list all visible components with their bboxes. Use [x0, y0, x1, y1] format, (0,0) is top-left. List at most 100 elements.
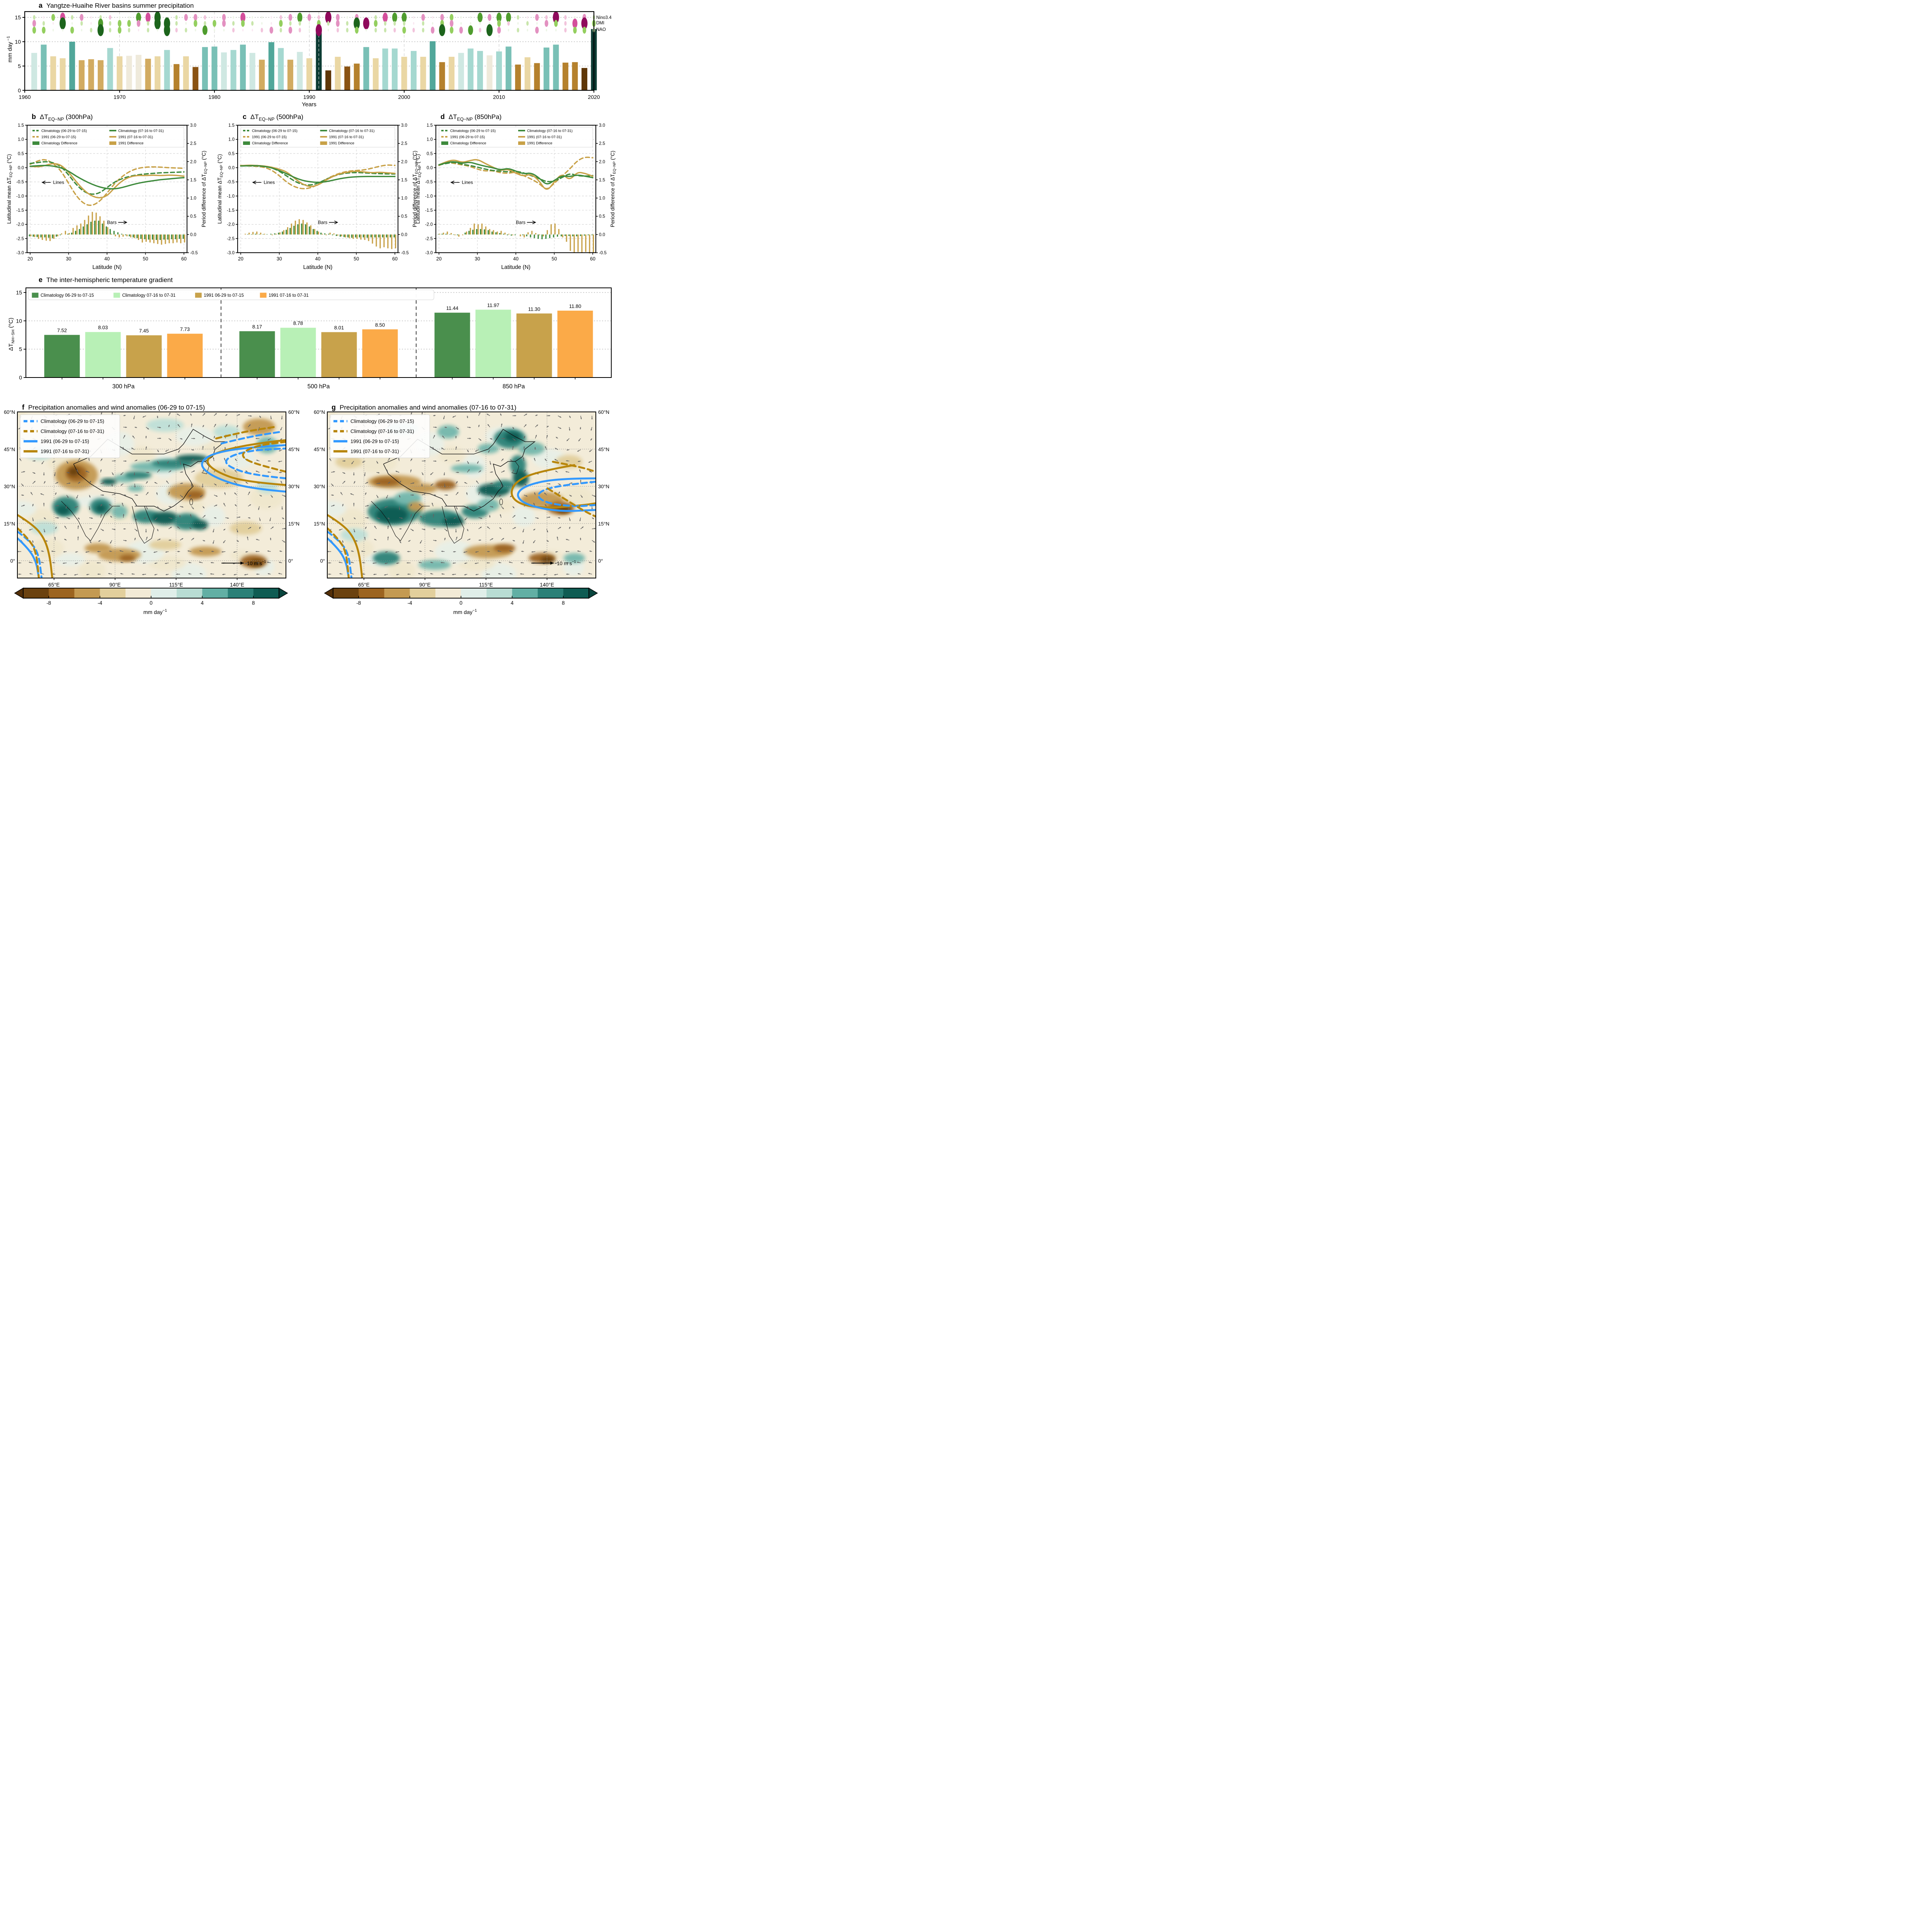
svg-text:30: 30: [475, 256, 480, 262]
climate-index-dot: [554, 20, 558, 27]
climate-index-dot: [535, 27, 539, 34]
svg-text:1991 (06-29 to 07-15): 1991 (06-29 to 07-15): [350, 439, 399, 444]
climate-index-dot: [71, 22, 73, 25]
climate-index-dot: [527, 29, 528, 32]
svg-text:8.17: 8.17: [252, 324, 262, 330]
svg-text:30°N: 30°N: [288, 484, 299, 490]
climate-index-dot: [413, 22, 415, 25]
climate-index-dot: [325, 11, 332, 24]
climate-index-dot: [51, 14, 55, 21]
climate-index-dot: [489, 22, 490, 25]
svg-text:Bars: Bars: [107, 220, 117, 225]
climate-index-dot: [109, 21, 112, 26]
gradient-bar: [516, 313, 552, 378]
svg-text:Lines: Lines: [264, 180, 275, 185]
precip-anomaly-blob: [541, 556, 554, 563]
year-bar: [515, 65, 521, 90]
climate-index-dot: [261, 16, 263, 19]
subtropical-high-contour: [327, 527, 350, 578]
climate-index-dot: [298, 28, 301, 32]
climate-index-dot: [164, 24, 170, 36]
svg-text:-3.0: -3.0: [227, 251, 235, 255]
climate-index-dot: [460, 16, 462, 19]
svg-text:60°N: 60°N: [4, 409, 15, 415]
climate-index-dot: [297, 12, 303, 22]
climate-index-dot: [546, 29, 548, 32]
climate-index-dot: [536, 22, 538, 25]
svg-text:0°: 0°: [288, 558, 293, 564]
precip-anomaly-blob: [111, 505, 128, 519]
gradient-bar: [475, 310, 511, 378]
panels-bcd-container: Lines Bars 1.5 1.0 0.5 0.0 -0.5 -1.0 -1.5 -2.0 -2.…: [0, 112, 618, 274]
climate-index-dot: [477, 12, 483, 22]
svg-text:20: 20: [238, 256, 243, 262]
svg-text:115°E: 115°E: [479, 582, 493, 588]
year-bar: [249, 53, 255, 90]
climate-index-dot: [497, 12, 502, 22]
coastline: [442, 506, 464, 544]
svg-text:-4: -4: [408, 600, 412, 606]
year-bar: [173, 64, 180, 90]
climate-index-dot: [573, 27, 577, 34]
svg-text:8.78: 8.78: [293, 320, 303, 326]
svg-text:8: 8: [252, 600, 255, 606]
climate-index-dot: [581, 17, 588, 29]
svg-text:1991 (07-16 to 07-31): 1991 (07-16 to 07-31): [527, 135, 562, 139]
climate-index-dot: [450, 27, 454, 34]
year-bar: [468, 48, 474, 90]
svg-text:3.0: 3.0: [599, 123, 605, 128]
climate-index-dot: [517, 28, 519, 32]
climate-index-dot: [564, 21, 567, 26]
svg-text:Latitude (N): Latitude (N): [303, 264, 333, 270]
precip-anomaly-blob: [493, 544, 515, 553]
svg-text:20: 20: [27, 256, 33, 262]
svg-text:-2.0: -2.0: [16, 223, 24, 227]
climate-index-dot: [374, 15, 377, 20]
svg-text:-0.5: -0.5: [401, 251, 409, 255]
svg-text:1.5: 1.5: [599, 178, 605, 182]
precip-anomaly-blob: [437, 425, 459, 439]
year-bar: [126, 56, 132, 90]
precip-anomaly-blob: [189, 546, 222, 557]
climate-index-dot: [545, 15, 548, 20]
year-bar: [268, 42, 274, 90]
climate-index-dot: [214, 29, 215, 32]
svg-text:8.01: 8.01: [334, 325, 344, 331]
gradient-bar: [167, 333, 203, 378]
svg-text:2.5: 2.5: [599, 141, 605, 146]
svg-text:15: 15: [16, 289, 22, 296]
year-bar: [382, 48, 388, 90]
coastline: [61, 501, 120, 541]
climate-index-dot: [90, 28, 92, 32]
precip-anomaly-blob: [340, 528, 368, 542]
year-bar: [287, 60, 293, 90]
svg-text:1.0: 1.0: [228, 138, 235, 142]
svg-text:90°E: 90°E: [109, 582, 121, 588]
year-bar: [401, 56, 407, 90]
year-bar: [420, 56, 426, 90]
svg-text:-8: -8: [46, 600, 51, 606]
climate-index-dot: [384, 28, 387, 32]
map-g-precipitation-wind: 10 m s−1 Climatology (06-29 to 07-15) Clim…: [309, 402, 618, 618]
climate-index-dot: [62, 29, 64, 32]
precip-anomaly-blob: [442, 516, 464, 527]
climate-index-dot: [233, 16, 234, 19]
climate-index-dot: [136, 12, 141, 22]
climate-index-dot: [422, 28, 425, 32]
svg-text:850 hPa: 850 hPa: [503, 383, 525, 390]
precip-anomaly-blob: [95, 504, 106, 513]
svg-text:2010: 2010: [493, 94, 505, 100]
svg-text:1991 (06-29 to 07-15): 1991 (06-29 to 07-15): [41, 135, 76, 139]
svg-text:1991 06-29 to 07-15: 1991 06-29 to 07-15: [204, 293, 244, 298]
svg-text:-4: -4: [98, 600, 102, 606]
svg-text:2020: 2020: [588, 94, 600, 100]
svg-text:-2.5: -2.5: [16, 236, 24, 241]
climate-index-dot: [517, 22, 519, 25]
panel-a-plot: 0 5 10 15 1960 1970 1980 1990 2000 2010 2020 Nino3.…: [15, 11, 612, 100]
year-bar: [496, 51, 502, 90]
climate-index-dot: [572, 19, 578, 28]
precip-anomaly-blob: [408, 502, 424, 512]
precip-anomaly-blob: [127, 485, 144, 492]
svg-text:-0.5: -0.5: [16, 180, 24, 185]
climate-index-dot: [109, 15, 112, 20]
